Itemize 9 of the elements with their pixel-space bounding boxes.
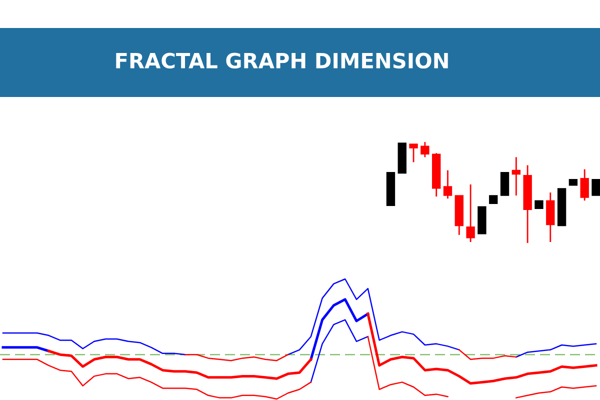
candlestick: [512, 156, 521, 196]
candlestick: [420, 141, 430, 158]
candlestick: [580, 168, 589, 202]
chart-title: FRACTAL GRAPH DIMENSION: [116, 52, 448, 69]
candlestick: [409, 143, 418, 163]
candlestick: [466, 184, 475, 243]
candlestick: [443, 170, 452, 200]
candlestick: [592, 179, 600, 196]
candlestick: [500, 172, 510, 196]
